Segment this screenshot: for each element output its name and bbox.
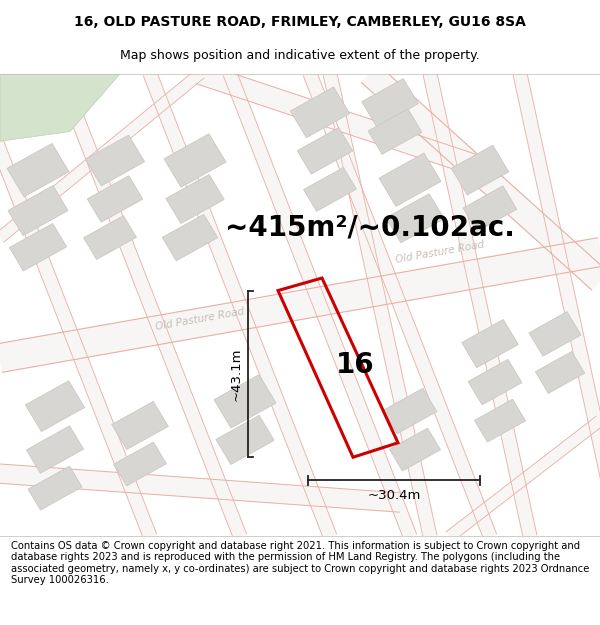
Polygon shape	[451, 145, 509, 195]
Polygon shape	[323, 72, 437, 538]
Polygon shape	[196, 64, 494, 180]
Polygon shape	[216, 416, 274, 464]
Polygon shape	[361, 65, 600, 290]
Polygon shape	[423, 72, 537, 538]
Polygon shape	[290, 87, 350, 138]
Polygon shape	[164, 134, 226, 187]
Polygon shape	[368, 109, 422, 154]
Polygon shape	[383, 388, 437, 434]
Polygon shape	[0, 464, 401, 512]
Polygon shape	[304, 71, 497, 539]
Polygon shape	[462, 319, 518, 368]
Polygon shape	[87, 176, 143, 222]
Polygon shape	[7, 143, 69, 197]
Polygon shape	[463, 186, 517, 231]
Text: ~415m²/~0.102ac.: ~415m²/~0.102ac.	[225, 214, 515, 242]
Text: ~30.4m: ~30.4m	[367, 489, 421, 502]
Polygon shape	[143, 71, 337, 539]
Polygon shape	[166, 174, 224, 224]
Text: Old Pasture Road: Old Pasture Road	[155, 307, 245, 332]
Polygon shape	[475, 399, 526, 442]
Text: ~43.1m: ~43.1m	[229, 347, 242, 401]
Polygon shape	[112, 401, 168, 449]
Polygon shape	[468, 359, 522, 405]
Polygon shape	[223, 71, 416, 539]
Polygon shape	[304, 168, 356, 211]
Polygon shape	[85, 135, 145, 186]
Polygon shape	[535, 351, 584, 393]
Polygon shape	[389, 428, 440, 471]
Polygon shape	[26, 426, 83, 473]
Polygon shape	[28, 466, 82, 510]
Polygon shape	[446, 416, 600, 541]
Polygon shape	[0, 238, 600, 372]
Text: Old Pasture Road: Old Pasture Road	[395, 239, 485, 265]
Polygon shape	[297, 127, 353, 174]
Polygon shape	[25, 381, 85, 432]
Text: Contains OS data © Crown copyright and database right 2021. This information is : Contains OS data © Crown copyright and d…	[11, 541, 589, 586]
Polygon shape	[529, 312, 581, 356]
Text: 16: 16	[335, 351, 374, 379]
Text: Map shows position and indicative extent of the property.: Map shows position and indicative extent…	[120, 49, 480, 62]
Polygon shape	[162, 214, 218, 261]
Polygon shape	[0, 69, 204, 242]
Polygon shape	[113, 442, 166, 486]
Polygon shape	[0, 74, 120, 141]
Polygon shape	[513, 72, 600, 538]
Polygon shape	[53, 71, 247, 539]
Polygon shape	[362, 79, 418, 127]
Polygon shape	[8, 186, 68, 236]
Polygon shape	[386, 194, 444, 243]
Text: 16, OLD PASTURE ROAD, FRIMLEY, CAMBERLEY, GU16 8SA: 16, OLD PASTURE ROAD, FRIMLEY, CAMBERLEY…	[74, 15, 526, 29]
Polygon shape	[0, 71, 157, 539]
Polygon shape	[83, 216, 136, 259]
Polygon shape	[10, 224, 67, 271]
Polygon shape	[379, 153, 441, 206]
Polygon shape	[214, 374, 276, 428]
